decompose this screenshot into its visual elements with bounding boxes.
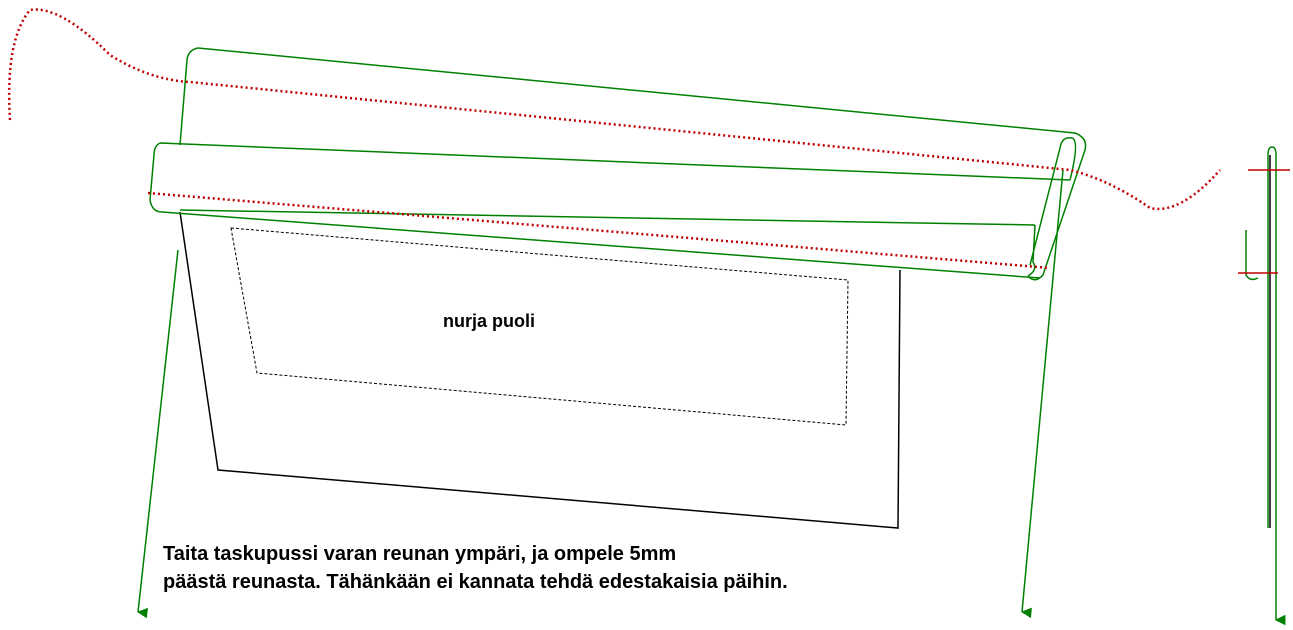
pocket-outline bbox=[179, 211, 901, 529]
instruction: Taita taskupussi varan reunan ympäri, ja… bbox=[163, 543, 676, 565]
side-fold bbox=[1267, 146, 1286, 626]
side-hook bbox=[1245, 230, 1259, 281]
flap-front bbox=[149, 136, 1077, 279]
stitch-line bbox=[7, 8, 1221, 211]
stitch-line bbox=[147, 191, 1051, 270]
side-label: nurja puoli bbox=[443, 311, 535, 331]
stitch-outline bbox=[230, 227, 849, 426]
flap-back bbox=[179, 47, 1087, 281]
arrow bbox=[1020, 169, 1064, 619]
instruction: päästä reunasta. Tähänkään ei kannata te… bbox=[163, 571, 788, 593]
arrow bbox=[136, 249, 179, 619]
